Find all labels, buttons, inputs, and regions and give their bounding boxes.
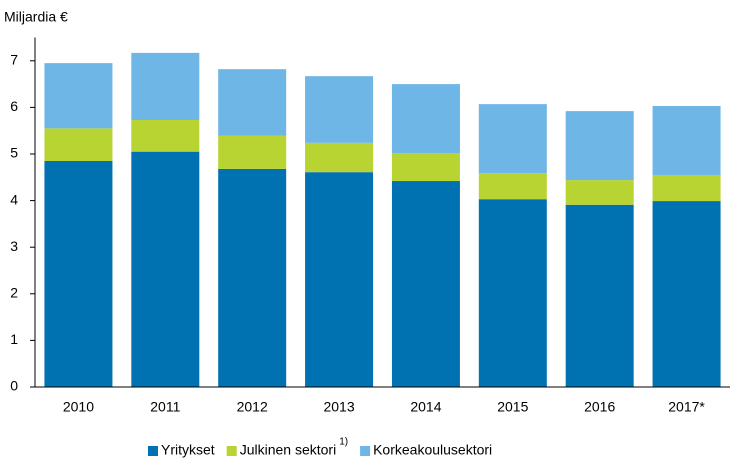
legend-swatch (360, 446, 371, 456)
bar-segment (565, 111, 634, 181)
y-tick-label: 1 (10, 331, 18, 347)
bar-segment (565, 180, 634, 205)
bar-segment (218, 168, 287, 387)
x-tick-label: 2013 (323, 399, 354, 415)
bar-segment (391, 181, 460, 387)
y-tick-label: 2 (10, 285, 18, 301)
bar-segment (478, 104, 547, 174)
x-tick-label: 2011 (150, 399, 180, 415)
x-tick-label: 2014 (410, 399, 441, 415)
y-tick-label: 3 (10, 238, 18, 254)
y-tick-label: 5 (10, 145, 18, 161)
y-tick-label: 0 (10, 378, 18, 394)
bar-segment (478, 199, 547, 387)
bar-segment (218, 69, 287, 136)
bar-segment (131, 151, 200, 387)
bar-segment (305, 142, 374, 173)
legend-label: Korkeakoulusektori (373, 442, 492, 458)
legend-swatch (226, 446, 237, 456)
bar-segment (44, 63, 113, 129)
x-tick-label: 2016 (584, 399, 615, 415)
bar-segment (478, 173, 547, 200)
legend-label: Yritykset (161, 442, 215, 458)
x-tick-label: 2015 (497, 399, 528, 415)
bar-segment (44, 160, 113, 387)
bar-segment (131, 52, 200, 120)
bar-segment (218, 135, 287, 169)
legend-note: 1) (339, 437, 348, 448)
bar-segment (131, 119, 200, 152)
x-tick-label: 2010 (63, 399, 94, 415)
bar-segment (44, 128, 113, 161)
bar-segment (305, 76, 374, 143)
bar-segment (652, 174, 721, 202)
x-tick-label: 2012 (237, 399, 268, 415)
y-tick-label: 6 (10, 98, 18, 114)
y-axis-label: Miljardia € (4, 9, 68, 25)
legend-label: Julkinen sektori (240, 442, 337, 458)
bar-segment (391, 153, 460, 182)
bar-segment (652, 201, 721, 387)
bar-segment (305, 172, 374, 387)
y-tick-label: 4 (10, 191, 18, 207)
bar-segment (565, 204, 634, 387)
y-tick-label: 7 (10, 52, 18, 68)
legend-swatch (148, 446, 158, 456)
x-tick-label: 2017* (668, 399, 705, 415)
bar-segment (652, 106, 721, 175)
bar-segment (391, 84, 460, 154)
